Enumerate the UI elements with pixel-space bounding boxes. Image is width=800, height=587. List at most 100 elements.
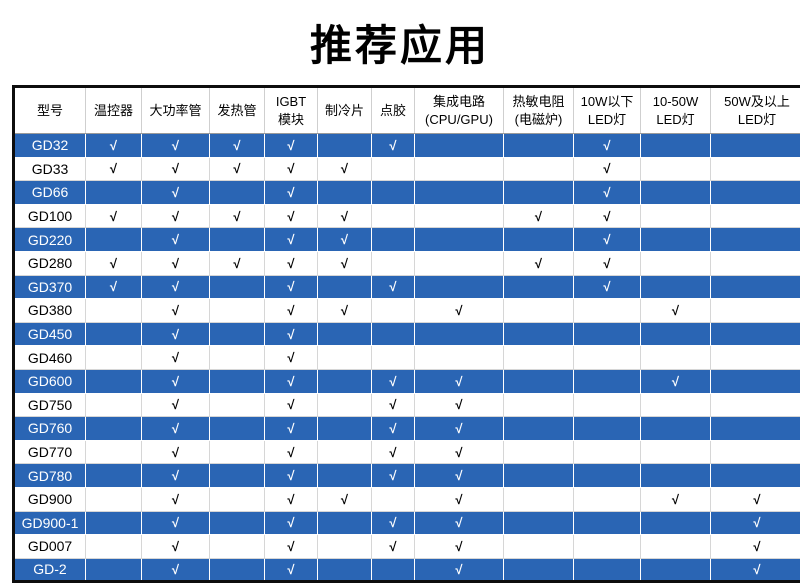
empty-cell <box>640 227 711 252</box>
check-cell: √ <box>573 156 641 182</box>
empty-cell <box>573 439 641 465</box>
check-cell: √ <box>414 463 504 488</box>
check-icon: √ <box>603 208 611 224</box>
model-cell: GD220 <box>13 227 86 252</box>
empty-cell <box>503 156 574 182</box>
table-row: GD770 √ √ √ √ <box>13 439 800 465</box>
check-icon: √ <box>389 279 397 295</box>
empty-cell <box>85 510 142 536</box>
empty-cell <box>414 156 504 182</box>
table-row: GD780 √ √ √ √ <box>13 463 800 488</box>
check-cell: √ <box>414 439 504 465</box>
empty-cell <box>503 321 574 347</box>
check-icon: √ <box>287 373 295 389</box>
check-icon: √ <box>171 326 180 342</box>
check-icon: √ <box>233 161 241 177</box>
empty-cell <box>573 368 641 394</box>
check-icon: √ <box>109 255 118 271</box>
column-header-line: 型号 <box>36 102 63 118</box>
empty-cell <box>710 227 800 252</box>
check-cell: √ <box>85 203 142 229</box>
empty-cell <box>573 463 641 488</box>
model-cell: GD370 <box>13 274 86 300</box>
check-cell: √ <box>371 133 415 158</box>
check-icon: √ <box>287 420 295 436</box>
check-cell: √ <box>371 392 415 418</box>
check-cell: √ <box>264 510 318 536</box>
column-header: 温控器 <box>85 86 142 134</box>
empty-cell <box>640 463 711 488</box>
empty-cell <box>503 486 574 512</box>
empty-cell <box>209 557 265 583</box>
empty-cell <box>414 274 504 300</box>
check-icon: √ <box>389 373 397 389</box>
empty-cell <box>317 510 372 536</box>
empty-cell <box>710 439 800 465</box>
check-icon: √ <box>287 515 295 531</box>
model-cell: GD007 <box>13 534 86 559</box>
check-icon: √ <box>171 208 180 224</box>
model-cell: GD600 <box>13 368 86 394</box>
check-cell: √ <box>264 227 318 252</box>
empty-cell <box>503 392 574 418</box>
check-cell: √ <box>371 510 415 536</box>
check-cell: √ <box>640 368 711 394</box>
empty-cell <box>209 274 265 300</box>
check-cell: √ <box>264 345 318 370</box>
check-icon: √ <box>171 350 180 366</box>
empty-cell <box>371 557 415 583</box>
check-icon: √ <box>603 255 611 271</box>
check-cell: √ <box>264 321 318 347</box>
model-cell: GD33 <box>13 156 86 182</box>
empty-cell <box>209 392 265 418</box>
check-icon: √ <box>455 538 463 554</box>
check-icon: √ <box>171 137 180 153</box>
empty-cell <box>573 557 641 583</box>
empty-cell <box>317 463 372 488</box>
check-icon: √ <box>287 350 295 366</box>
empty-cell <box>414 203 504 229</box>
check-cell: √ <box>85 156 142 182</box>
check-icon: √ <box>603 161 611 177</box>
empty-cell <box>85 345 142 370</box>
check-cell: √ <box>710 534 800 559</box>
check-icon: √ <box>171 279 180 295</box>
empty-cell <box>371 156 415 182</box>
check-icon: √ <box>171 561 180 577</box>
empty-cell <box>710 345 800 370</box>
model-cell: GD380 <box>13 298 86 323</box>
empty-cell <box>503 510 574 536</box>
empty-cell <box>640 439 711 465</box>
model-cell: GD450 <box>13 321 86 347</box>
empty-cell <box>640 274 711 300</box>
empty-cell <box>640 557 711 583</box>
check-icon: √ <box>287 184 295 200</box>
empty-cell <box>85 227 142 252</box>
empty-cell <box>503 368 574 394</box>
empty-cell <box>85 298 142 323</box>
empty-cell <box>710 298 800 323</box>
check-icon: √ <box>171 397 180 413</box>
check-cell: √ <box>503 250 574 276</box>
check-icon: √ <box>389 444 397 460</box>
check-icon: √ <box>171 255 180 271</box>
check-icon: √ <box>753 515 761 531</box>
table-row: GD380 √ √ √ √ √ <box>13 298 800 323</box>
empty-cell <box>85 416 142 441</box>
empty-cell <box>573 392 641 418</box>
check-cell: √ <box>710 557 800 583</box>
empty-cell <box>317 133 372 158</box>
column-header-line: LED灯 <box>587 111 627 127</box>
check-icon: √ <box>340 491 349 507</box>
check-cell: √ <box>414 534 504 559</box>
check-icon: √ <box>171 468 180 484</box>
table-row: GD007 √ √ √ √ √ <box>13 534 800 559</box>
check-cell: √ <box>141 439 210 465</box>
empty-cell <box>710 203 800 229</box>
empty-cell <box>710 250 800 276</box>
model-cell: GD32 <box>13 133 86 158</box>
check-cell: √ <box>710 510 800 536</box>
check-icon: √ <box>455 444 463 460</box>
check-cell: √ <box>264 274 318 300</box>
check-cell: √ <box>141 510 210 536</box>
